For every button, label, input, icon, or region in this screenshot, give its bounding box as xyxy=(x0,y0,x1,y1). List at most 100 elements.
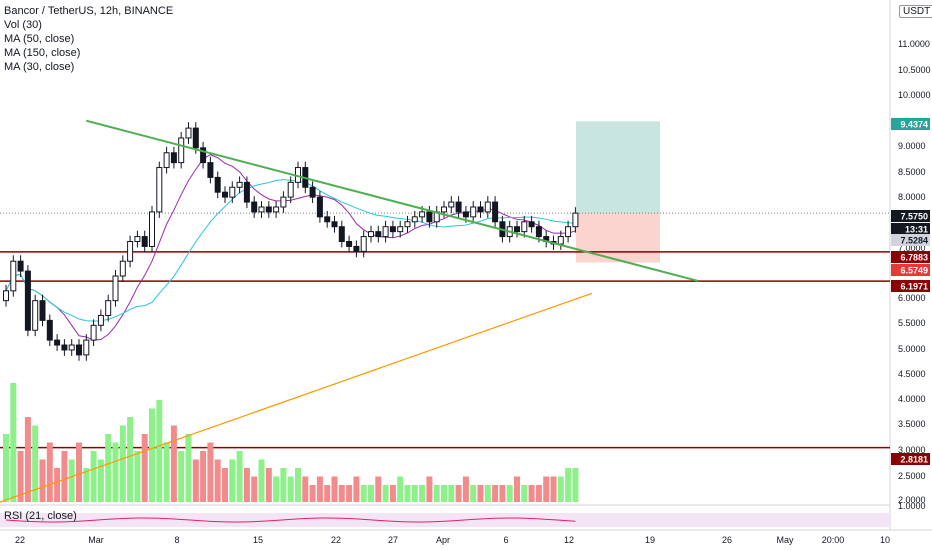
rsi-legend[interactable]: RSI (21, close) xyxy=(4,510,77,522)
candle-body xyxy=(68,344,75,351)
time-tick-label: 10 xyxy=(880,535,890,545)
candle-body xyxy=(375,231,382,238)
volume-bar xyxy=(119,425,126,502)
price-tick-label: 10.5000 xyxy=(898,65,931,75)
study-vol[interactable]: Vol (30) xyxy=(4,19,42,31)
price-tick-label: 8.0000 xyxy=(898,192,926,202)
price-tick-label: 4.0000 xyxy=(898,394,926,404)
candle-body xyxy=(243,181,250,203)
volume-bar xyxy=(156,400,163,502)
candle-body xyxy=(353,245,360,252)
candle-body xyxy=(185,127,192,139)
price-tick-label: 1.0000 xyxy=(898,501,926,511)
volume-bar xyxy=(514,476,520,502)
volume-bar xyxy=(265,468,272,502)
volume-bar xyxy=(346,485,353,502)
candle-body xyxy=(521,221,528,233)
volume-bar xyxy=(258,459,265,502)
volume-bar xyxy=(141,434,148,502)
candle-body xyxy=(200,147,207,164)
candle-body xyxy=(448,201,455,208)
symbol-title[interactable]: Bancor / TetherUS, 12h, BINANCE xyxy=(4,5,174,17)
currency-button[interactable]: USDT xyxy=(899,5,932,18)
volume-bar xyxy=(521,485,528,502)
price-tick-label: 5.0000 xyxy=(898,344,926,354)
volume-bar xyxy=(441,485,447,502)
candle-body xyxy=(404,221,411,228)
candle-body xyxy=(112,275,119,302)
volume-bar xyxy=(353,476,360,502)
volume-bar xyxy=(222,468,228,502)
candle-body xyxy=(236,181,243,188)
price-tick-label: 2.0000 xyxy=(898,495,926,505)
time-tick-label: Apr xyxy=(436,535,450,545)
trendline xyxy=(86,119,699,282)
volume-bar xyxy=(236,451,243,502)
candle-body xyxy=(514,226,520,233)
candle-body xyxy=(368,231,374,238)
candle-body xyxy=(528,221,535,228)
volume-bar xyxy=(214,459,221,502)
candle-body xyxy=(24,270,31,331)
candle-body xyxy=(331,221,338,228)
volume-bar xyxy=(492,485,499,502)
price-tick-label: 5.5000 xyxy=(898,318,926,328)
candle-body xyxy=(46,319,53,341)
price-label: 2.8181 xyxy=(900,455,928,465)
volume-bar xyxy=(309,485,316,502)
study-ma150[interactable]: MA (150, close) xyxy=(4,47,81,59)
time-tick-label: 26 xyxy=(722,535,732,545)
price-label-bg xyxy=(891,210,930,222)
candle-body xyxy=(535,226,542,238)
volume-bar xyxy=(535,485,542,502)
volume-bar xyxy=(229,459,236,502)
candle-body xyxy=(97,314,104,326)
volume-bar xyxy=(243,468,250,502)
candle-body xyxy=(280,196,287,208)
candle-body xyxy=(455,201,462,213)
volume-bar xyxy=(46,442,53,502)
candle-body xyxy=(360,236,367,252)
volume-bar xyxy=(90,451,97,502)
study-ma30[interactable]: MA (30, close) xyxy=(4,61,75,73)
candle-body xyxy=(251,201,258,213)
volume-bar xyxy=(149,408,155,502)
volume-bar xyxy=(207,442,214,502)
volume-bar xyxy=(404,485,411,502)
volume-bar xyxy=(76,442,82,502)
candle-body xyxy=(10,260,17,292)
price-label-bg xyxy=(891,251,930,263)
candle-body xyxy=(229,186,236,198)
volume-bar xyxy=(419,485,426,502)
volume-bar xyxy=(251,476,258,502)
candle-body xyxy=(411,216,418,223)
volume-bar xyxy=(10,383,17,502)
volume-bar xyxy=(375,476,382,502)
volume-bar xyxy=(178,451,185,502)
time-tick-label: 12 xyxy=(564,535,574,545)
price-tick-label: 3.0000 xyxy=(898,445,926,455)
volume-bar xyxy=(200,451,207,502)
volume-bar xyxy=(83,468,90,502)
volume-bar xyxy=(273,476,280,502)
volume-bar xyxy=(382,485,389,502)
candle-body xyxy=(389,226,396,233)
candle-body xyxy=(419,211,426,218)
volume-bar xyxy=(280,468,287,502)
volume-bar xyxy=(470,485,477,502)
price-label-bg xyxy=(891,280,930,292)
price-label: 13:31 xyxy=(905,225,928,235)
volume-bar xyxy=(316,476,323,502)
candle-body xyxy=(338,226,345,243)
volume-bar xyxy=(368,485,374,502)
volume-bar xyxy=(112,442,119,502)
study-ma50[interactable]: MA (50, close) xyxy=(4,33,75,45)
volume-bar xyxy=(433,485,440,502)
volume-bar xyxy=(565,468,572,502)
volume-bar xyxy=(295,468,301,502)
candle-body xyxy=(3,290,9,302)
candle-body xyxy=(492,201,499,223)
volume-bar xyxy=(506,485,513,502)
candle-body xyxy=(83,339,90,356)
